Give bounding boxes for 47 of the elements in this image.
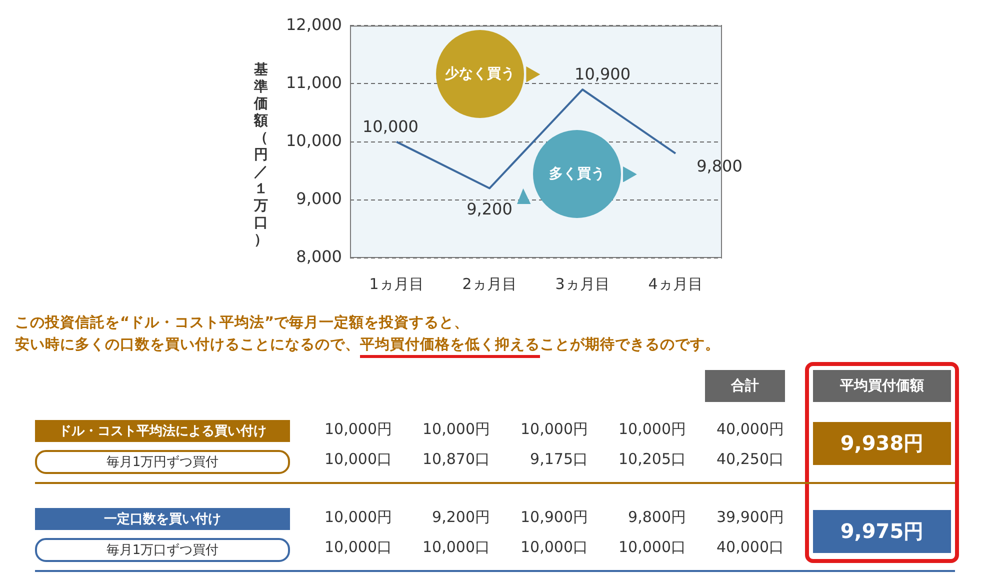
data-label: 9,200 bbox=[466, 199, 512, 218]
text: 10,000円 bbox=[324, 508, 392, 527]
text: 一定口数を買い付け bbox=[35, 508, 290, 530]
text: ことが期待できるのです。 bbox=[540, 337, 720, 353]
annotation: 少なく買う bbox=[445, 65, 516, 84]
data-label: 10,000 bbox=[362, 116, 418, 136]
text: 毎月1万口ずつ買付 bbox=[35, 538, 290, 562]
text: ドル・コスト平均法による買い付け bbox=[35, 420, 290, 442]
text: 合計 bbox=[705, 370, 785, 402]
text: 10,000口 bbox=[520, 538, 588, 557]
x-tick-label: 4ヵ月目 bbox=[648, 274, 703, 293]
text: 基準価額（円／１万口） bbox=[254, 62, 268, 248]
text: 10,205口 bbox=[618, 450, 686, 469]
text: 40,000口 bbox=[716, 538, 784, 557]
y-tick-label: 11,000 bbox=[286, 72, 342, 92]
text: 10,000口 bbox=[422, 538, 490, 557]
x-tick-label: 1ヵ月目 bbox=[369, 274, 424, 293]
x-tick-label: 3ヵ月目 bbox=[555, 274, 610, 293]
text: 40,250口 bbox=[716, 450, 784, 469]
text: 10,000口 bbox=[324, 538, 392, 557]
text: 10,900円 bbox=[520, 508, 588, 527]
data-label: 10,900 bbox=[574, 64, 630, 84]
text: 39,900円 bbox=[716, 508, 784, 527]
y-tick-label: 12,000 bbox=[286, 14, 342, 34]
text: 9,800円 bbox=[627, 508, 686, 527]
x-tick-label: 2ヵ月目 bbox=[462, 274, 517, 293]
text: 9,938円 bbox=[813, 422, 951, 465]
text: 10,000円 bbox=[324, 420, 392, 439]
text: 毎月1万円ずつ買付 bbox=[35, 450, 290, 474]
text: この投資信託を“ドル・コスト平均法”で毎月一定額を投資すると、 bbox=[15, 315, 470, 331]
text: 9,200円 bbox=[431, 508, 490, 527]
text: 10,000円 bbox=[422, 420, 490, 439]
y-tick-label: 8,000 bbox=[296, 247, 342, 266]
text: 9,975円 bbox=[813, 510, 951, 553]
text: 10,000口 bbox=[324, 450, 392, 469]
text: 10,000円 bbox=[618, 420, 686, 439]
text: 安い時に多くの口数を買い付けることになるので、 bbox=[15, 337, 360, 353]
text: 9,175口 bbox=[529, 450, 588, 469]
y-tick-label: 10,000 bbox=[286, 130, 342, 150]
y-tick-label: 9,000 bbox=[296, 189, 342, 208]
text: 10,870口 bbox=[422, 450, 490, 469]
text: 40,000円 bbox=[716, 420, 784, 439]
text: 平均買付価額 bbox=[813, 370, 951, 402]
text: 平均買付価格を低く抑える bbox=[360, 337, 540, 358]
text: 10,000円 bbox=[520, 420, 588, 439]
annotation: 多く買う bbox=[548, 165, 605, 184]
text: 10,000口 bbox=[618, 538, 686, 557]
